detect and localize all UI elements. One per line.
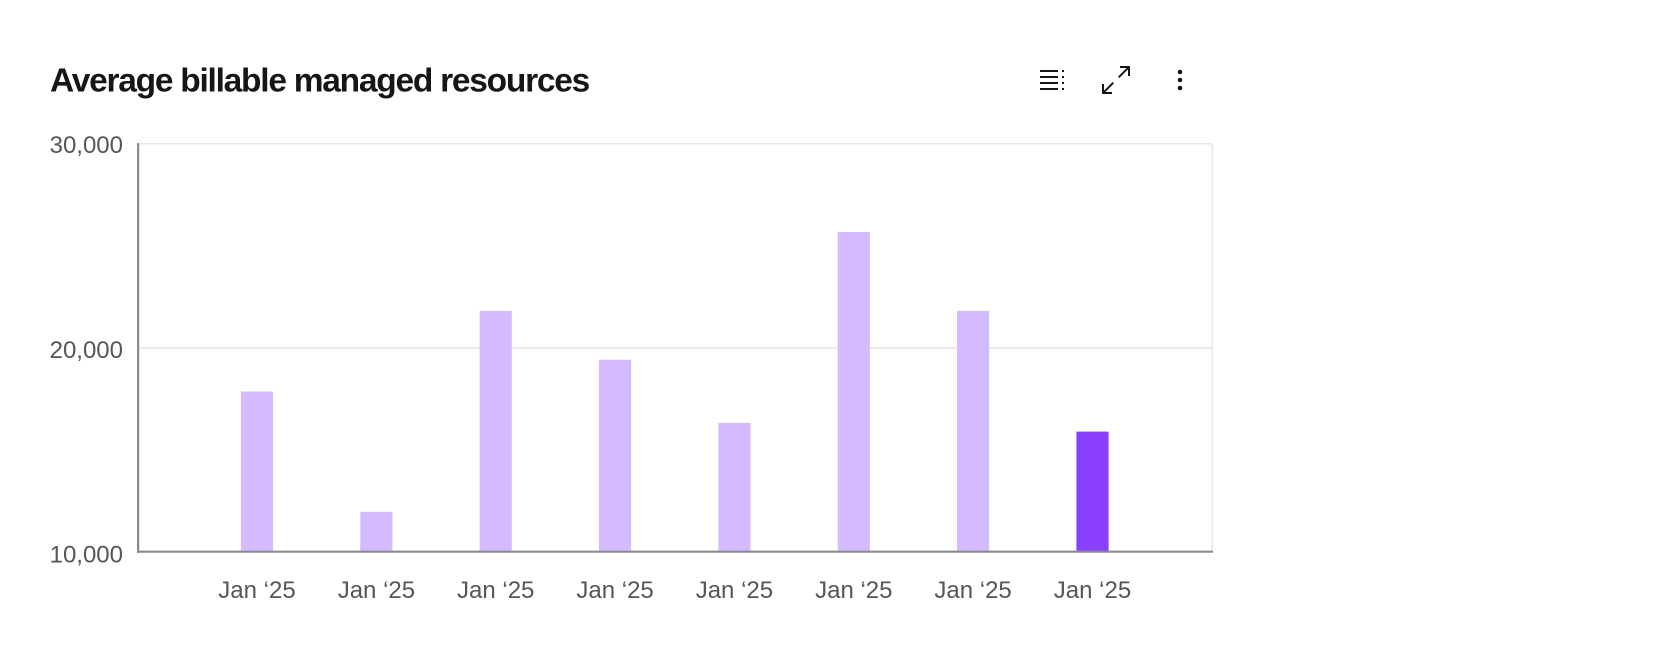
svg-text:Jan ‘25: Jan ‘25: [457, 577, 534, 604]
svg-text:Average billable managed resou: Average billable managed resources: [50, 63, 590, 100]
svg-text:Jan ‘25: Jan ‘25: [696, 577, 773, 604]
svg-text:30,000: 30,000: [50, 132, 123, 159]
svg-text:Jan ‘25: Jan ‘25: [218, 577, 295, 604]
svg-text:Jan ‘25: Jan ‘25: [338, 577, 415, 604]
svg-text:Jan ‘25: Jan ‘25: [815, 577, 892, 604]
svg-text:Jan ‘25: Jan ‘25: [576, 577, 653, 604]
svg-text:Jan ‘25: Jan ‘25: [934, 577, 1011, 604]
svg-text:Jan ‘25: Jan ‘25: [1054, 577, 1131, 604]
svg-text:20,000: 20,000: [50, 337, 123, 364]
svg-text:10,000: 10,000: [50, 542, 123, 569]
